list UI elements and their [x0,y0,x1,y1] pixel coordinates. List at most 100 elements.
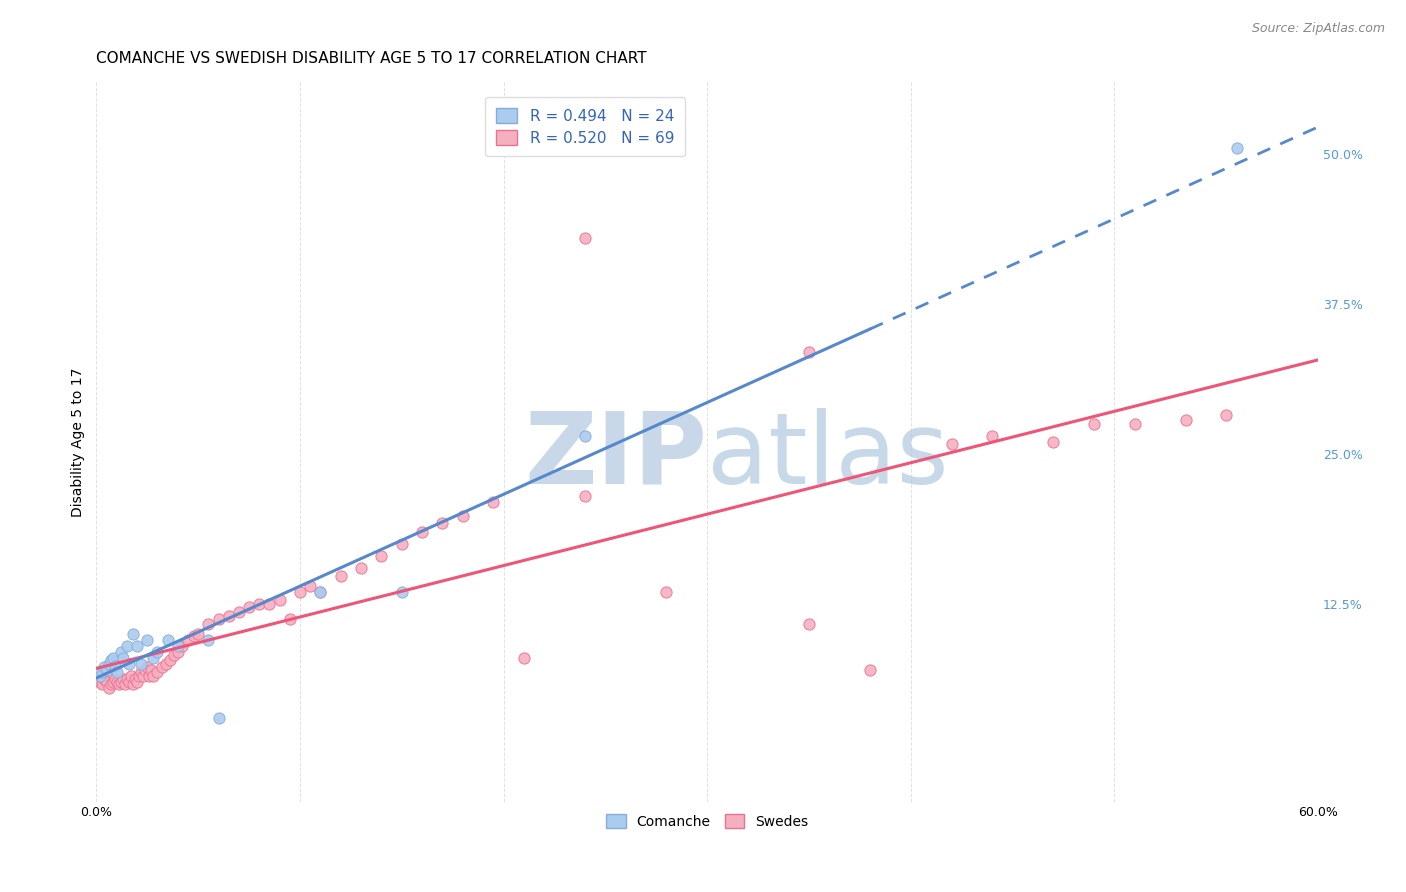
Point [120,668,142,682]
Point [93,673,115,687]
Point [1083,417,1105,431]
Point [981,429,1004,443]
Point [1042,434,1064,449]
Point [574,231,596,245]
Point [132,668,155,682]
Point [941,437,963,451]
Point [114,677,136,691]
Point [247,597,270,611]
Point [207,612,229,626]
Point [104,673,127,687]
Point [350,560,373,574]
Point [309,584,332,599]
Point [655,584,678,599]
Point [1174,413,1197,427]
Point [1215,409,1237,423]
Point [115,639,138,653]
Point [197,617,219,632]
Point [166,645,188,659]
Point [288,584,311,599]
Text: COMANCHE VS SWEDISH DISABILITY AGE 5 TO 17 CORRELATION CHART: COMANCHE VS SWEDISH DISABILITY AGE 5 TO … [97,51,647,66]
Point [187,626,209,640]
Point [96,663,118,677]
Point [91,665,114,679]
Point [146,645,169,659]
Point [93,660,115,674]
Point [299,579,322,593]
Point [100,653,122,667]
Point [136,660,159,674]
Point [105,665,128,679]
Point [142,668,165,682]
Point [797,617,820,632]
Point [150,660,173,674]
Point [432,516,454,531]
Point [259,597,281,611]
Point [129,665,152,679]
Point [482,495,505,509]
Point [170,639,193,653]
Point [110,674,132,689]
Point [142,650,165,665]
Point [156,632,179,647]
Point [370,549,392,563]
Point [238,600,260,615]
Point [451,509,474,524]
Point [122,677,145,691]
Point [97,681,120,695]
Point [96,674,118,689]
Point [1225,141,1247,155]
Point [104,659,127,673]
Point [115,673,138,687]
Point [166,639,188,653]
Point [129,657,152,671]
Point [134,663,156,677]
Point [91,677,114,691]
Point [138,668,160,682]
Point [110,645,132,659]
Point [207,711,229,725]
Legend: Comanche, Swedes: Comanche, Swedes [600,808,814,834]
Point [163,648,186,663]
Point [100,677,122,691]
Point [89,668,111,682]
Point [269,593,291,607]
Point [197,632,219,647]
Point [411,524,433,539]
Point [122,626,145,640]
Point [118,657,141,671]
Point [125,674,148,689]
Point [513,650,536,665]
Point [111,673,134,687]
Point [105,674,128,689]
Point [146,665,169,679]
Point [107,677,129,691]
Point [89,674,111,689]
Point [218,608,240,623]
Point [797,345,820,359]
Text: atlas: atlas [707,408,949,505]
Point [309,584,332,599]
Y-axis label: Disability Age 5 to 17: Disability Age 5 to 17 [72,368,86,516]
Point [329,569,352,583]
Point [111,650,134,665]
Point [101,650,124,665]
Point [391,537,413,551]
Point [101,674,124,689]
Point [278,612,301,626]
Point [128,668,150,682]
Point [391,584,413,599]
Point [155,657,177,671]
Text: ZIP: ZIP [524,408,707,505]
Point [118,674,141,689]
Point [228,605,250,619]
Point [125,639,148,653]
Text: Source: ZipAtlas.com: Source: ZipAtlas.com [1251,22,1385,36]
Point [97,657,120,671]
Point [1123,417,1146,431]
Point [136,632,159,647]
Point [124,673,146,687]
Point [574,489,596,503]
Point [574,429,596,443]
Point [859,663,882,677]
